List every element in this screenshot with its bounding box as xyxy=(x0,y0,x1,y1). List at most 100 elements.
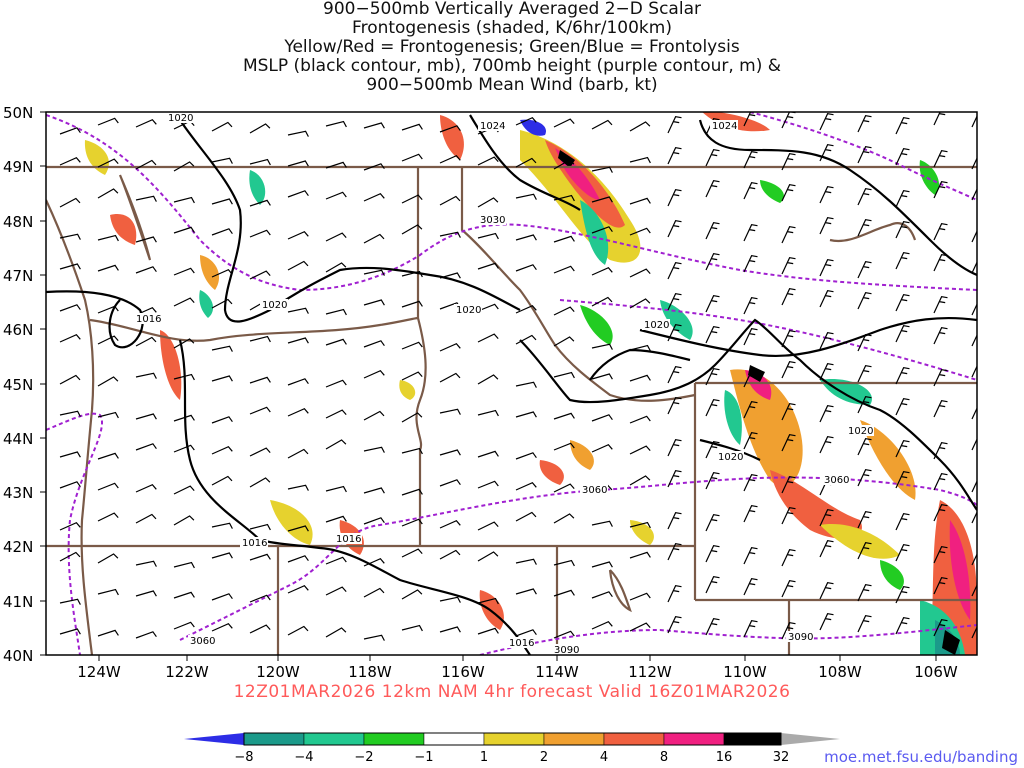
wind-barb xyxy=(477,480,499,489)
wind-barb xyxy=(933,400,948,418)
mslp-contours xyxy=(46,114,977,655)
lon-label: 114W xyxy=(535,663,579,681)
wind-barb xyxy=(667,512,682,530)
figure-title: 900−500mb Vertically Averaged 2−D Scalar… xyxy=(0,0,1024,95)
wind-barb xyxy=(971,437,977,451)
wind-barb xyxy=(667,585,682,603)
shading-blob xyxy=(730,369,803,487)
height-label: 3060 xyxy=(190,636,215,647)
wind-barb xyxy=(59,481,81,489)
wind-barb xyxy=(895,325,910,343)
wind-barb xyxy=(135,413,157,420)
wind-barb xyxy=(173,515,195,526)
lat-label: 48N xyxy=(3,213,33,231)
wind-barb xyxy=(933,369,948,387)
wind-barb xyxy=(591,296,613,307)
wind-barb xyxy=(781,403,796,421)
wind-barb xyxy=(667,616,682,634)
wind-barb xyxy=(971,229,977,243)
lat-label: 49N xyxy=(3,158,33,176)
shading-blob xyxy=(820,524,900,559)
lat-label: 46N xyxy=(3,321,33,339)
shading-blob xyxy=(724,390,742,445)
shading-blob xyxy=(570,440,594,470)
lon-label: 110W xyxy=(723,663,767,681)
credit-link[interactable]: moe.met.fsu.edu/banding xyxy=(824,748,1018,766)
wind-barb xyxy=(819,405,834,423)
wind-barb xyxy=(705,441,720,459)
shading-blob xyxy=(199,290,214,318)
wind-barb xyxy=(781,361,796,379)
wind-barb xyxy=(553,118,575,128)
wind-barb xyxy=(59,156,81,166)
mslp-contour-1020-central xyxy=(519,318,977,511)
wind-barb xyxy=(933,442,948,460)
wind-barb xyxy=(477,262,499,270)
wind-barb xyxy=(287,407,309,417)
wind-barb xyxy=(211,157,233,164)
mslp-label: 1024 xyxy=(480,121,505,132)
wind-barb xyxy=(971,625,977,639)
lat-label: 40N xyxy=(3,647,33,665)
wind-barb xyxy=(515,157,537,168)
wind-barb xyxy=(173,161,195,172)
wind-barb xyxy=(287,130,309,137)
height-label: 3030 xyxy=(480,215,505,226)
wind-barb xyxy=(249,123,271,134)
wind-barb xyxy=(97,452,119,460)
colorbar-segment xyxy=(483,732,545,746)
wind-barb xyxy=(591,620,613,630)
wind-barb xyxy=(135,513,157,524)
shading-blob xyxy=(860,420,916,500)
wind-barb xyxy=(363,163,385,171)
wind-barb xyxy=(895,398,910,416)
wind-barb xyxy=(781,257,796,275)
wind-barb xyxy=(439,519,461,529)
wind-barb xyxy=(591,414,613,422)
wind-barb xyxy=(211,622,233,632)
shading-blob xyxy=(160,330,182,400)
wind-barb xyxy=(97,629,119,637)
shading-blob xyxy=(748,365,765,382)
wind-barb xyxy=(971,406,977,420)
wind-barb xyxy=(819,259,834,277)
mslp-label: 1016 xyxy=(336,534,361,545)
height-contour-3090 xyxy=(479,624,977,655)
wind-barb xyxy=(553,589,575,597)
wind-barb xyxy=(591,166,613,173)
height-contour-north xyxy=(749,112,977,201)
wind-barb xyxy=(363,233,385,244)
lat-label: 41N xyxy=(3,593,33,611)
shading-blob xyxy=(880,560,904,590)
lon-label: 116W xyxy=(441,663,485,681)
wind-barb xyxy=(287,584,309,594)
wind-barb xyxy=(895,440,910,458)
wind-barb xyxy=(971,187,977,201)
wind-barb xyxy=(667,543,682,561)
wind-barb xyxy=(211,228,233,236)
wind-barb xyxy=(97,335,119,345)
wind-barb xyxy=(553,513,575,524)
wind-barb xyxy=(173,414,195,422)
wind-barb xyxy=(857,438,872,456)
wind-barb xyxy=(553,630,575,639)
colorbar-label: −4 xyxy=(294,750,313,765)
wind-barb xyxy=(819,332,834,350)
wind-barb xyxy=(401,341,423,350)
puget-sound xyxy=(118,174,152,261)
wind-barb xyxy=(743,474,758,492)
wind-barb xyxy=(249,158,271,166)
wind-barb xyxy=(135,236,157,243)
wind-barb xyxy=(287,307,309,314)
wind-barb xyxy=(135,483,157,493)
wind-barb xyxy=(553,306,575,316)
lon-label: 112W xyxy=(628,663,672,681)
mslp-label: 1020 xyxy=(262,300,287,311)
wind-barb xyxy=(173,621,195,630)
wind-barb xyxy=(249,406,271,415)
lon-label: 106W xyxy=(914,663,958,681)
wind-barb xyxy=(971,114,977,128)
wind-barb xyxy=(971,510,977,524)
wind-barb xyxy=(971,364,977,378)
wind-barb xyxy=(971,302,977,316)
